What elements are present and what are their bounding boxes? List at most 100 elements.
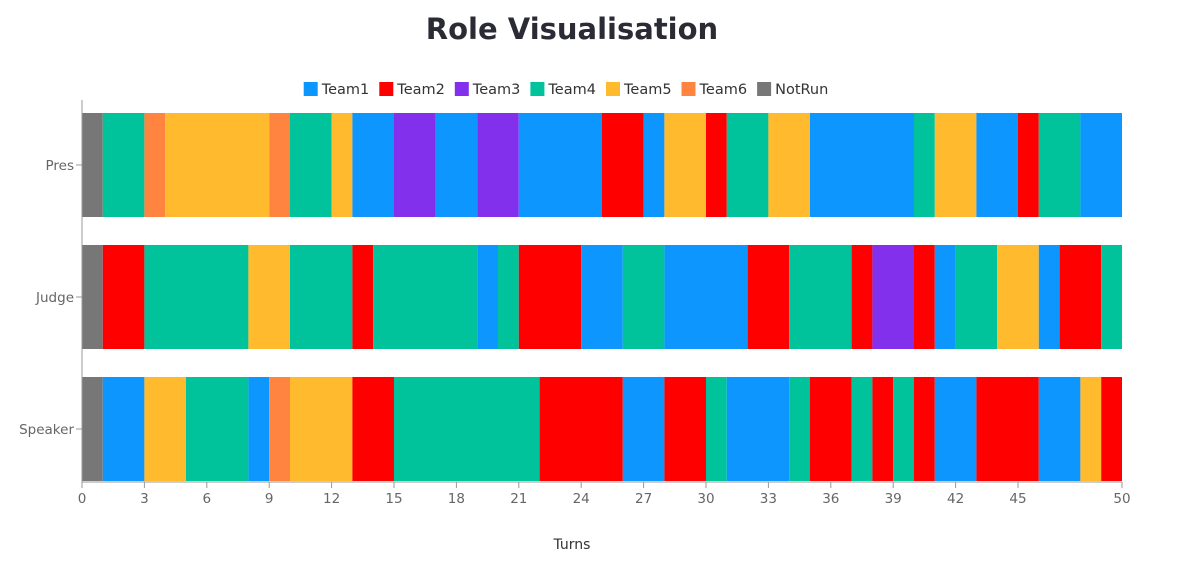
bar-segment-speaker-7-team2 xyxy=(352,377,394,481)
legend-label: Team6 xyxy=(699,82,748,98)
legend-item-team3[interactable]: Team3 xyxy=(454,82,521,98)
legend-swatch xyxy=(303,82,318,96)
legend-swatch xyxy=(530,82,545,96)
x-axis-title: Turns xyxy=(553,537,591,553)
bar-segment-pres-12-team2 xyxy=(602,113,644,217)
bar-segment-speaker-14-team4 xyxy=(789,377,810,481)
bar-segment-pres-11-team1 xyxy=(518,113,602,217)
x-tick-label: 18 xyxy=(448,491,465,507)
bar-segment-pres-23-team4 xyxy=(1038,113,1081,217)
bar-segment-pres-7-team1 xyxy=(352,113,394,217)
bar-segment-speaker-1-team1 xyxy=(102,377,145,481)
x-tick-label: 0 xyxy=(78,491,87,507)
bar-segment-judge-17-team2 xyxy=(914,245,935,349)
legend-item-team6[interactable]: Team6 xyxy=(681,82,748,98)
bar-segment-judge-2-team4 xyxy=(144,245,249,349)
y-tick-label-speaker: Speaker xyxy=(19,422,74,438)
bar-segment-pres-17-team5 xyxy=(768,113,810,217)
y-tick-label-judge: Judge xyxy=(35,290,74,306)
bar-segment-judge-1-team2 xyxy=(102,245,145,349)
x-tick-label: 24 xyxy=(573,491,590,507)
bar-segment-speaker-2-team5 xyxy=(144,377,186,481)
legend-label: Team5 xyxy=(623,82,672,98)
bar-segment-pres-18-team1 xyxy=(810,113,914,217)
x-tick-label: 21 xyxy=(510,491,527,507)
bar-segment-speaker-21-team2 xyxy=(976,377,1039,481)
legend-item-team2[interactable]: Team2 xyxy=(379,82,445,98)
legend-swatch xyxy=(757,82,772,96)
legend: Team1 Team2 Team3 Team4 Team5 Team6 NotRun xyxy=(303,82,828,98)
x-tick-label: 36 xyxy=(822,491,839,507)
bar-segment-pres-19-team4 xyxy=(914,113,935,217)
bar-segment-pres-14-team5 xyxy=(664,113,706,217)
bar-segment-speaker-5-team6 xyxy=(269,377,290,481)
bar-segment-speaker-11-team2 xyxy=(664,377,706,481)
x-tick-label: 42 xyxy=(947,491,964,507)
bar-segment-judge-19-team4 xyxy=(955,245,998,349)
x-tick-label: 15 xyxy=(385,491,402,507)
legend-item-team4[interactable]: Team4 xyxy=(530,82,596,98)
chart-title: Role Visualisation xyxy=(425,12,719,46)
bar-segment-pres-13-team1 xyxy=(643,113,665,217)
bar-segment-speaker-3-team4 xyxy=(186,377,249,481)
bar-segment-speaker-19-team2 xyxy=(914,377,935,481)
x-tick-label: 45 xyxy=(1009,491,1026,507)
bar-segment-pres-16-team4 xyxy=(726,113,769,217)
bar-segment-judge-10-team1 xyxy=(581,245,623,349)
legend-label: NotRun xyxy=(775,82,828,98)
x-tick-label: 27 xyxy=(635,491,652,507)
bar-segment-pres-24-team1 xyxy=(1080,113,1122,217)
bar-segment-judge-9-team2 xyxy=(518,245,582,349)
bar-segment-judge-0-notrun xyxy=(82,245,103,349)
bar-segment-judge-5-team2 xyxy=(352,245,374,349)
bar-segment-speaker-4-team1 xyxy=(248,377,270,481)
legend-item-notrun[interactable]: NotRun xyxy=(757,82,828,98)
legend-swatch xyxy=(606,82,620,96)
bar-segment-speaker-16-team4 xyxy=(851,377,873,481)
bar-segment-speaker-24-team2 xyxy=(1101,377,1122,481)
y-tick-label-pres: Pres xyxy=(46,158,75,174)
x-tick-label: 6 xyxy=(203,491,212,507)
axes: 0 3 6 9 12 15 18 21 24 27 30 33 36 39 42 45 50PresJudgeS… xyxy=(19,100,1131,553)
legend-item-team1[interactable]: Team1 xyxy=(303,82,370,98)
bar-segment-speaker-10-team1 xyxy=(622,377,665,481)
bar-segment-pres-22-team2 xyxy=(1018,113,1039,217)
x-tick-label: 50 xyxy=(1113,491,1130,507)
bar-segment-judge-13-team2 xyxy=(747,245,790,349)
bar-segment-judge-7-team1 xyxy=(477,245,498,349)
bar-segment-speaker-0-notrun xyxy=(82,377,103,481)
bar-segment-speaker-9-team2 xyxy=(539,377,623,481)
bar-segment-judge-11-team4 xyxy=(622,245,665,349)
bar-segment-pres-20-team5 xyxy=(934,113,977,217)
bar-segment-speaker-17-team2 xyxy=(872,377,894,481)
plot-area xyxy=(82,113,1122,481)
bar-segment-speaker-23-team5 xyxy=(1080,377,1102,481)
bar-segment-judge-16-team3 xyxy=(872,245,914,349)
bar-segment-speaker-18-team4 xyxy=(893,377,914,481)
bar-segment-judge-8-team4 xyxy=(498,245,519,349)
legend-swatch xyxy=(681,82,696,96)
bar-segment-speaker-20-team1 xyxy=(934,377,977,481)
bar-segment-pres-2-team6 xyxy=(144,113,166,217)
bar-segment-judge-6-team4 xyxy=(373,245,478,349)
x-tick-label: 39 xyxy=(885,491,902,507)
bar-segment-judge-23-team4 xyxy=(1101,245,1122,349)
legend-label: Team4 xyxy=(547,82,596,98)
bar-segment-pres-0-notrun xyxy=(82,113,103,217)
bar-segment-speaker-13-team1 xyxy=(726,377,790,481)
bar-segment-judge-22-team2 xyxy=(1059,245,1102,349)
bar-segment-pres-3-team5 xyxy=(165,113,270,217)
bar-segment-judge-15-team2 xyxy=(851,245,873,349)
bar-segment-speaker-8-team4 xyxy=(394,377,540,481)
bar-segment-judge-18-team1 xyxy=(934,245,956,349)
bar-segment-speaker-12-team4 xyxy=(706,377,727,481)
x-tick-label: 33 xyxy=(760,491,777,507)
legend-item-team5[interactable]: Team5 xyxy=(606,82,672,98)
x-tick-label: 3 xyxy=(140,491,149,507)
x-tick-label: 12 xyxy=(323,491,340,507)
legend-label: Team1 xyxy=(321,82,370,98)
bar-segment-speaker-22-team1 xyxy=(1038,377,1081,481)
legend-swatch xyxy=(379,82,394,96)
